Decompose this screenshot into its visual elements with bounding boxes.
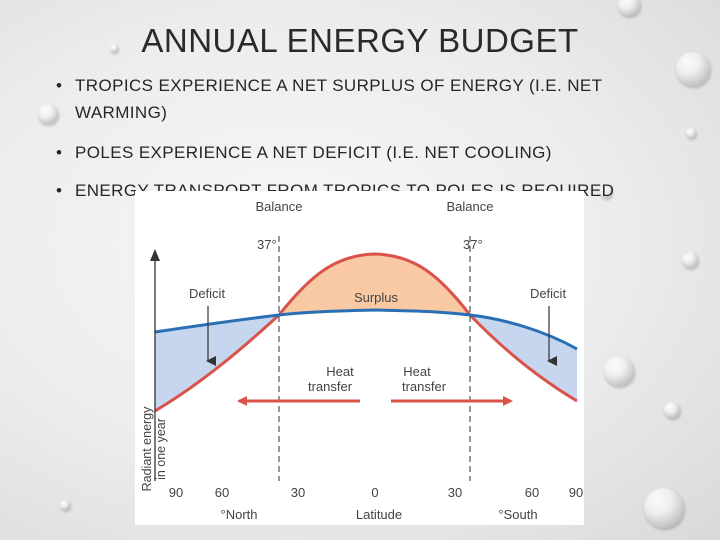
heat-transfer-label-left-1: Heat [326, 364, 354, 379]
north-label: °North [221, 507, 258, 522]
water-droplet [600, 186, 612, 198]
x-tick-label: 90 [169, 485, 183, 500]
x-tick-label: 60 [525, 485, 539, 500]
water-droplet [618, 0, 640, 16]
water-droplet [644, 488, 684, 528]
x-axis-label: Latitude [356, 507, 402, 522]
water-droplet [676, 52, 710, 86]
water-droplet [686, 128, 696, 138]
slide-title: ANNUAL ENERGY BUDGET [141, 22, 579, 59]
heat-transfer-label-left-2: transfer [308, 379, 353, 394]
deficit-left-fill [155, 315, 279, 411]
x-tick-label: 0 [371, 485, 378, 500]
y-axis-arrowhead [150, 249, 160, 261]
deficit-label-left: Deficit [189, 286, 226, 301]
x-tick-label: 90 [569, 485, 583, 500]
bullet-marker: • [56, 143, 63, 162]
bullet-marker: • [56, 76, 63, 95]
water-droplet [682, 252, 698, 268]
bullet-text: POLES EXPERIENCE A NET DEFICIT (I.E. NET… [75, 143, 552, 162]
y-axis-label-2: in one year [154, 418, 168, 480]
energy-budget-diagram: Balance Balance 37° 37° Deficit Deficit … [135, 191, 584, 525]
water-droplet [38, 104, 58, 124]
heat-transfer-label-right-1: Heat [403, 364, 431, 379]
incoming-radiation-curve [154, 252, 578, 413]
water-droplet [110, 44, 118, 52]
angle-label-right: 37° [463, 237, 483, 252]
balance-label-left: Balance [256, 199, 303, 214]
x-tick-label: 30 [291, 485, 305, 500]
deficit-label-right: Deficit [530, 286, 567, 301]
energy-budget-svg: Balance Balance 37° 37° Deficit Deficit … [140, 199, 583, 522]
surplus-label: Surplus [354, 290, 399, 305]
x-tick-label: 30 [448, 485, 462, 500]
y-axis-label-1: Radiant energy [140, 406, 154, 492]
outgoing-radiation-curve [154, 308, 578, 351]
angle-label-left: 37° [257, 237, 277, 252]
x-tick-label: 60 [215, 485, 229, 500]
bullet-text: TROPICS EXPERIENCE A NET SURPLUS OF ENER… [75, 76, 603, 122]
balance-label-right: Balance [447, 199, 494, 214]
water-droplet [60, 500, 70, 510]
heat-transfer-label-right-2: transfer [402, 379, 447, 394]
water-droplet [664, 402, 680, 418]
south-label: °South [498, 507, 537, 522]
bullet-marker: • [56, 181, 63, 200]
water-droplet [604, 356, 634, 386]
